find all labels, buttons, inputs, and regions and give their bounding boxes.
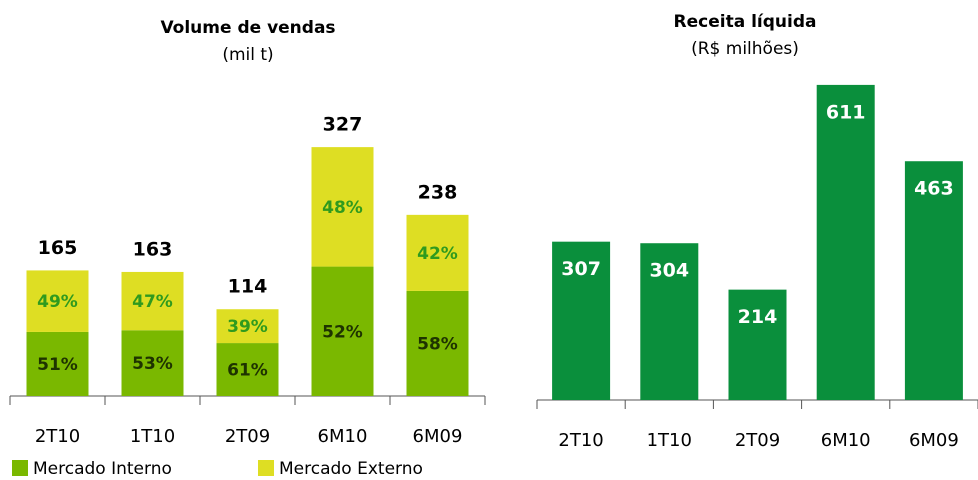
legend-label: Mercado Externo xyxy=(279,459,423,479)
data-label: 611 xyxy=(826,101,866,123)
bar-segment xyxy=(406,214,469,291)
bar-segment xyxy=(311,266,374,396)
bar-segment xyxy=(406,290,469,396)
chart-title: Receita líquida xyxy=(674,12,817,32)
x-tick-label: 6M10 xyxy=(318,426,368,447)
data-label: 42% xyxy=(417,244,458,264)
x-tick-label: 1T10 xyxy=(647,430,692,451)
bar-segment xyxy=(26,331,89,396)
data-label: 214 xyxy=(738,306,778,328)
bar xyxy=(816,84,875,401)
bar-segment xyxy=(121,271,184,331)
total-label: 327 xyxy=(323,114,363,136)
data-label: 463 xyxy=(914,178,954,200)
x-tick-label: 2T10 xyxy=(558,430,603,451)
chart-subtitle: (mil t) xyxy=(222,45,273,65)
bar xyxy=(904,161,963,400)
data-label: 53% xyxy=(132,354,173,374)
data-label: 304 xyxy=(649,260,689,282)
data-label: 47% xyxy=(132,292,173,312)
data-label: 51% xyxy=(37,355,78,375)
bar-segment xyxy=(311,147,374,267)
total-label: 165 xyxy=(38,237,78,259)
legend-swatch xyxy=(12,460,28,476)
data-label: 48% xyxy=(322,198,363,218)
bar-segment xyxy=(216,343,279,396)
x-tick-label: 6M09 xyxy=(413,426,463,447)
data-label: 61% xyxy=(227,361,268,381)
total-label: 163 xyxy=(133,238,173,260)
x-tick-label: 1T10 xyxy=(130,426,175,447)
legend-label: Mercado Interno xyxy=(33,459,172,479)
x-tick-label: 2T10 xyxy=(35,426,80,447)
data-label: 49% xyxy=(37,292,78,312)
x-tick-label: 6M09 xyxy=(909,430,959,451)
data-label: 58% xyxy=(417,334,458,354)
bar-segment xyxy=(216,309,279,344)
bar xyxy=(640,243,699,400)
x-tick-label: 2T09 xyxy=(735,430,780,451)
x-tick-label: 2T09 xyxy=(225,426,270,447)
total-label: 114 xyxy=(228,276,268,298)
data-label: 307 xyxy=(561,258,601,280)
chart-subtitle: (R$ milhões) xyxy=(691,39,799,59)
bar xyxy=(552,241,611,400)
x-tick-label: 6M10 xyxy=(821,430,871,451)
bar-segment xyxy=(26,270,89,332)
bar xyxy=(728,289,787,400)
legend-swatch xyxy=(258,460,274,476)
data-label: 52% xyxy=(322,322,363,342)
total-label: 238 xyxy=(418,181,458,203)
bar-segment xyxy=(121,330,184,396)
data-label: 39% xyxy=(227,317,268,337)
chart-title: Volume de vendas xyxy=(160,18,335,38)
